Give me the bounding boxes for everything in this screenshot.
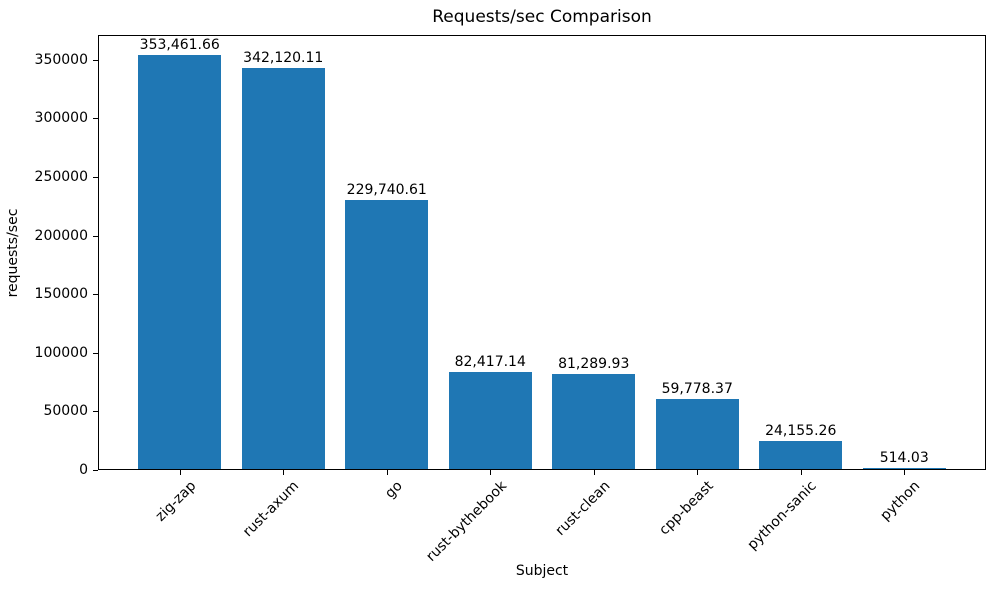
bar-value-label: 81,289.93: [558, 355, 630, 372]
bar: [448, 372, 532, 469]
x-tick-label: rust-clean: [552, 478, 614, 539]
y-tick-mark: [93, 352, 98, 354]
y-tick-mark: [93, 235, 98, 237]
bar: [655, 398, 739, 469]
x-tick-mark: [283, 470, 285, 475]
x-tick-label: python: [877, 478, 924, 524]
y-axis-label: requests/sec: [5, 208, 21, 298]
y-tick-label: 150000: [34, 286, 88, 303]
x-tick-mark: [593, 470, 595, 475]
x-tick-label: rust-bythebook: [422, 478, 510, 565]
y-tick-mark: [93, 294, 98, 296]
x-tick-mark: [386, 470, 388, 475]
x-tick-mark: [179, 470, 181, 475]
y-tick-mark: [93, 59, 98, 61]
y-tick-label: 300000: [34, 110, 88, 127]
plot-area: 353,461.66 342,120.11 229,740.61 82,417.14 8…: [98, 35, 986, 470]
y-tick-mark: [93, 411, 98, 413]
x-tick-mark: [490, 470, 492, 475]
chart-title: Requests/sec Comparison: [432, 7, 652, 27]
bar-value-label: 514.03: [879, 450, 929, 466]
x-axis-label: Subject: [515, 563, 569, 579]
x-tick-label: rust-axum: [240, 478, 303, 541]
x-tick-label: cpp-beast: [656, 478, 717, 539]
bar: [345, 199, 429, 469]
y-tick-label: 350000: [34, 51, 88, 68]
y-tick-label: 250000: [34, 168, 88, 185]
bar-value-label: 24,155.26: [765, 422, 837, 439]
bar: [862, 468, 946, 469]
bar-value-label: 82,417.14: [454, 354, 526, 371]
y-tick-label: 100000: [34, 344, 88, 361]
y-tick-label: 200000: [34, 227, 88, 244]
bar-value-label: 353,461.66: [139, 36, 220, 53]
x-tick-label: zig-zap: [152, 478, 200, 525]
bar: [552, 373, 636, 469]
y-tick-label: 50000: [43, 403, 88, 420]
bar-value-label: 342,120.11: [243, 50, 324, 67]
y-tick-mark: [93, 470, 98, 471]
bar-value-label: 59,778.37: [661, 380, 733, 397]
bar-value-label: 229,740.61: [346, 181, 427, 198]
y-tick-label: 0: [79, 462, 88, 478]
x-tick-mark: [904, 470, 906, 475]
bar: [759, 440, 843, 469]
bar: [138, 54, 222, 469]
bar: [241, 68, 325, 469]
x-tick-label: python-sanic: [744, 478, 821, 554]
y-tick-mark: [93, 118, 98, 120]
x-tick-label: go: [382, 478, 407, 502]
y-tick-mark: [93, 176, 98, 178]
x-tick-mark: [800, 470, 802, 475]
x-tick-mark: [697, 470, 699, 475]
